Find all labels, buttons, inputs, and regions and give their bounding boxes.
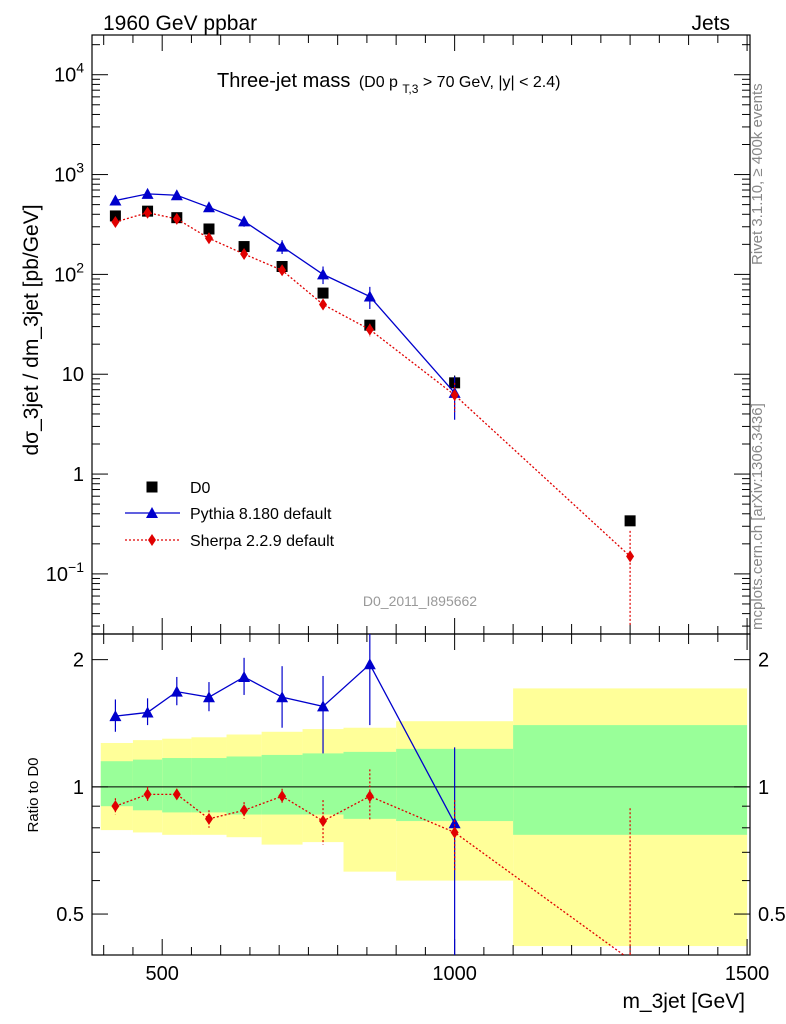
- sherpa-point: [111, 215, 120, 228]
- ratio-sherpa-point: [143, 788, 152, 801]
- ratio-pythia-point: [363, 658, 376, 670]
- d0-point: [109, 210, 121, 222]
- pythia-point: [317, 268, 330, 280]
- ratio-stat-uncertainty-band: [100, 761, 133, 807]
- ratio-pythia-point: [238, 670, 251, 682]
- rivet-label: Rivet 3.1.10, ≥ 400k events: [749, 83, 766, 265]
- pythia-point: [276, 240, 289, 252]
- x-axis-label: m_3jet [GeV]: [622, 990, 745, 1013]
- ratio-sherpa-point: [111, 800, 120, 813]
- pythia-point: [202, 201, 215, 213]
- sherpa-point: [143, 206, 152, 219]
- main-y-tick-label: 102: [54, 259, 84, 286]
- ratio-sherpa-point: [172, 788, 181, 801]
- x-tick-label: 1500: [725, 963, 770, 985]
- header-left: 1960 GeV ppbar: [103, 12, 257, 35]
- main-y-tick-label: 103: [54, 160, 84, 187]
- ratio-panel: [92, 688, 750, 947]
- pythia-point: [109, 194, 122, 206]
- ratio-y-tick-label: 1: [73, 777, 84, 799]
- main-y-tick-label: 1: [73, 464, 84, 486]
- ratio-pythia-point: [170, 685, 183, 697]
- d0-point: [624, 515, 636, 527]
- title-cond-suffix: > 70 GeV, |y| < 2.4): [423, 74, 561, 91]
- sherpa-point: [240, 248, 249, 261]
- ratio-pythia-point: [202, 691, 215, 703]
- sherpa-point: [365, 323, 374, 336]
- d0-point: [203, 223, 215, 235]
- ratio-pythia-point: [141, 706, 154, 718]
- ratio-stat-uncertainty-band: [191, 758, 227, 813]
- main-y-tick-label: 10−1: [46, 559, 84, 586]
- ratio-pythia-point: [448, 817, 461, 829]
- legend-pythia-label: Pythia 8.180 default: [190, 506, 332, 523]
- title-cond-sub: T,3: [402, 82, 418, 96]
- pythia-point: [170, 189, 183, 201]
- ratio-y-tick-label: 2: [73, 650, 84, 672]
- main-y-tick-label: 104: [54, 60, 84, 87]
- main-y-tick-label: 10: [62, 364, 84, 386]
- legend-pythia-marker: [146, 507, 158, 518]
- ratio-series-group: [109, 634, 632, 955]
- pythia-point: [141, 187, 154, 199]
- sherpa-point: [172, 212, 181, 225]
- analysis-id: D0_2011_I895662: [363, 593, 477, 609]
- header-right: Jets: [691, 12, 730, 35]
- ratio-sherpa-point: [278, 790, 287, 803]
- sherpa-point: [450, 388, 459, 401]
- ratio-frame: [91, 633, 751, 956]
- ratio-stat-uncertainty-band: [513, 725, 748, 835]
- mcplots-label: mcplots.cern.ch [arXiv:1306.3436]: [749, 403, 766, 630]
- legend: D0 Pythia 8.180 default Sherpa 2.2.9 defau…: [125, 480, 335, 550]
- ratio-y-tick-label: 0.5: [56, 904, 84, 926]
- ratio-stat-uncertainty-band: [132, 759, 163, 811]
- main-ylabel: dσ_3jet / dm_3jet [pb/GeV]: [20, 204, 43, 455]
- x-tick-label: 1000: [432, 963, 477, 985]
- d0-point: [238, 241, 250, 253]
- ratio-pythia-point: [317, 700, 330, 712]
- plot-title: Three-jet mass (D0 p T,3 > 70 GeV, |y| <…: [217, 70, 560, 97]
- sherpa-point: [204, 232, 213, 245]
- pythia-point: [238, 215, 251, 227]
- main-series-group: [109, 187, 636, 627]
- ratio-sherpa-line: [115, 793, 625, 955]
- legend-d0-marker: [146, 481, 158, 493]
- sherpa-line: [115, 212, 631, 557]
- sherpa-point: [626, 550, 635, 563]
- pythia-point: [363, 290, 376, 302]
- ratio-sherpa-point: [240, 804, 249, 817]
- legend-sherpa-marker: [148, 534, 156, 546]
- ratio-y-tick-label: 0.5: [758, 904, 786, 926]
- ratio-ylabel: Ratio to D0: [25, 757, 42, 832]
- ratio-sherpa-point: [629, 953, 632, 955]
- title-main: Three-jet mass: [217, 70, 350, 92]
- ratio-sherpa-point: [365, 790, 374, 803]
- pythia-line: [115, 193, 456, 394]
- ratio-sherpa-point: [204, 812, 213, 825]
- ratio-pythia-point: [109, 710, 122, 722]
- sherpa-point: [319, 298, 328, 311]
- ratio-stat-uncertainty-band: [343, 751, 397, 819]
- ratio-stat-uncertainty-band: [162, 758, 192, 813]
- ratio-y-tick-label: 2: [758, 650, 769, 672]
- legend-d0-label: D0: [190, 480, 211, 497]
- legend-sherpa-label: Sherpa 2.2.9 default: [190, 533, 335, 550]
- title-cond-prefix: (D0 p: [359, 74, 398, 91]
- ratio-sherpa-point: [319, 815, 328, 828]
- sherpa-point: [278, 264, 287, 277]
- ratio-pythia-point: [276, 691, 289, 703]
- ratio-sherpa-point: [450, 826, 459, 839]
- x-tick-label: 500: [145, 963, 178, 985]
- d0-point: [317, 287, 329, 299]
- ratio-y-tick-label: 1: [758, 777, 769, 799]
